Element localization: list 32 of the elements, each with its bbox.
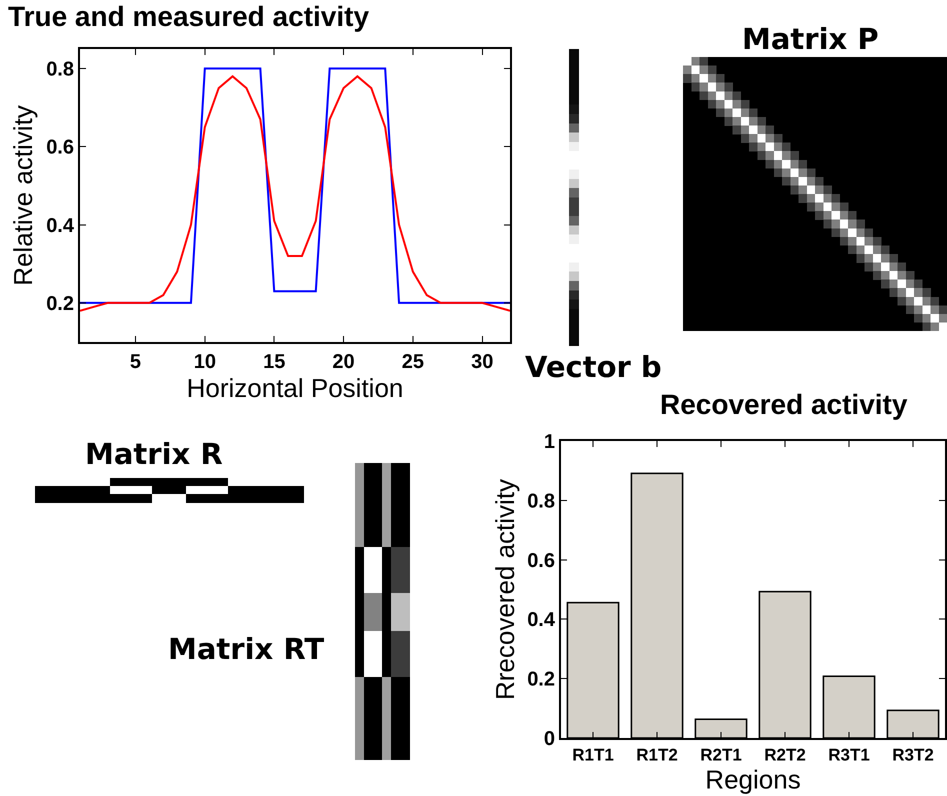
y-tick-label: 0.6 (46, 136, 74, 159)
x-tick-label: 25 (402, 351, 424, 373)
text: Matrix R (85, 437, 223, 471)
text: Matrix P (742, 22, 879, 56)
y-tick-label: 0.2 (527, 668, 555, 691)
text: Matrix RT (168, 632, 324, 666)
x-axis-title: Regions (705, 764, 801, 794)
x-tick-label: 15 (263, 351, 286, 373)
x-axis-title: Horizontal Position (186, 373, 404, 403)
x-tick-label: 20 (332, 351, 355, 373)
y-tick-label: 0.6 (527, 550, 555, 572)
y-tick-label: 0.2 (46, 292, 74, 315)
y-tick-label: 0.8 (527, 490, 555, 512)
x-tick-label: R3T1 (828, 745, 870, 764)
x-tick-label: R2T2 (764, 745, 806, 764)
y-tick-label: 0.4 (527, 609, 556, 632)
text: Vector b (525, 350, 662, 384)
y-tick-label: 0.4 (46, 214, 75, 237)
x-tick-label: R1T2 (636, 745, 678, 764)
x-tick-label: R1T1 (572, 745, 614, 764)
y-tick-label: 0.8 (46, 58, 74, 81)
y-axis-title: Rrecovered activity (490, 478, 520, 700)
y-axis-title: Relative activity (8, 105, 38, 286)
x-tick-label: 10 (194, 351, 216, 373)
y-tick-label: 0 (544, 728, 555, 750)
x-tick-label: 5 (130, 351, 142, 373)
y-tick-label: 1 (544, 431, 555, 453)
x-tick-label: 30 (471, 351, 494, 373)
chart-title: True and measured activity (8, 0, 370, 32)
chart-title: Recovered activity (660, 389, 908, 420)
x-tick-label: R3T2 (892, 745, 934, 764)
x-tick-label: R2T1 (700, 745, 742, 764)
